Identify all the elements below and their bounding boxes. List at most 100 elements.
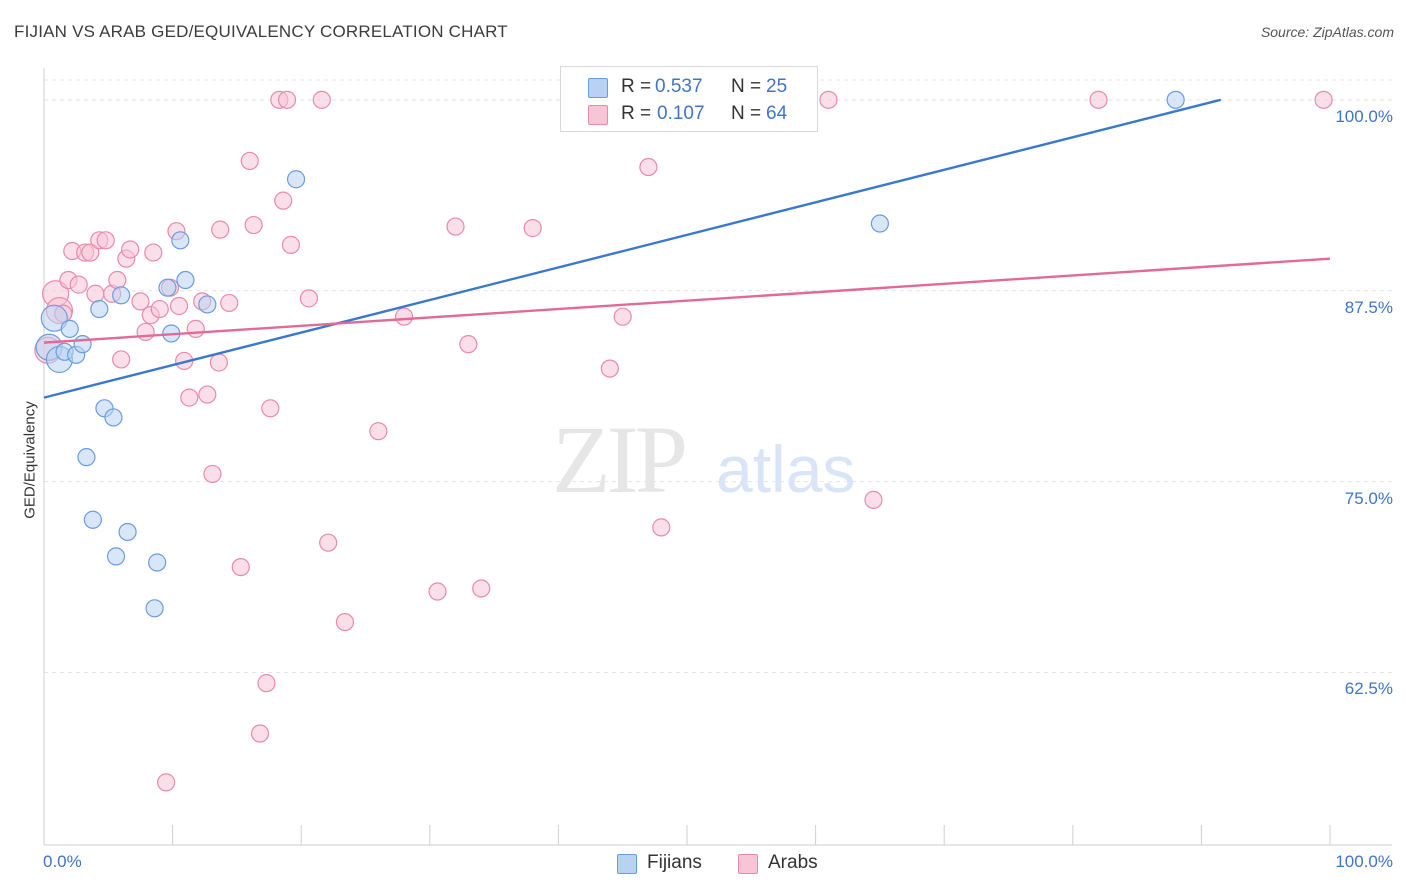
legend-row-fijians: R = 0.537 N = 25 [561,74,817,102]
arabs-point [446,217,465,236]
x-tick-label-start: 0.0% [43,852,82,871]
watermark-atlas: atlas [716,432,855,506]
legend-swatch-fijians [588,78,608,98]
arabs-point [819,90,838,109]
fijians-points [35,90,1185,618]
arabs-point [69,275,88,294]
chart-title: FIJIAN VS ARAB GED/EQUIVALENCY CORRELATI… [14,22,508,41]
y-tick-label: 75.0% [1344,488,1393,508]
fijians-trend-line [43,98,1221,399]
legend-n-value: 64 [766,103,788,124]
arabs-swatch [738,854,758,874]
legend-n-key: N = [731,76,762,97]
arabs-point [86,284,105,303]
arabs-point [169,296,189,316]
legend-row-arabs: R = 0.107 N = 64 [561,101,817,129]
fijians-label: Fijians [647,852,702,873]
arabs-point [96,231,115,250]
arabs-point [244,215,263,235]
arabs-point [523,219,542,238]
arabs-point [121,240,140,259]
arabs-point [1314,90,1333,109]
fijians-point [171,231,190,250]
arabs-point [394,307,414,326]
legend-r-key: R = [621,76,652,97]
watermark-zip: ZIP [552,406,685,513]
fijians-point [286,170,306,189]
arabs-point [157,773,176,792]
watermark: ZIP atlas [552,406,855,513]
arabs-point [1089,90,1108,109]
fijians-point [118,522,137,542]
fijians-point [112,286,131,305]
trend-lines [43,98,1331,399]
arabs-point [600,359,619,378]
legend-r-value: 0.107 [657,103,705,124]
arabs-point [335,612,355,632]
arabs-point [299,289,319,308]
fijians-point [145,599,164,618]
axes [43,68,1392,846]
legend-n-value: 25 [766,76,788,97]
arabs-point [274,191,293,210]
legend-r-value: 0.537 [655,76,703,97]
arabs-point [369,422,388,441]
arabs-point [144,243,163,262]
arabs-point [250,724,270,743]
fijians-point [158,278,177,297]
arabs-point [240,151,259,171]
arabs-point [428,582,447,601]
fijians-point [1166,90,1185,109]
fijians-point [73,335,92,354]
fijians-point [83,510,102,529]
arabs-point [198,385,217,404]
legend-n-key: N = [731,103,762,124]
arabs-point [112,350,131,369]
arabs-point [136,322,155,342]
arabs-point [319,533,338,552]
arabs-point [203,464,222,484]
arabs-point [312,90,331,109]
fijians-point [148,553,167,572]
stats-legend: R = 0.537 N = 25 R = 0.107 N = 64 [560,66,818,132]
legend-r-key: R = [621,103,652,124]
arabs-point [652,518,671,537]
arabs-point [131,292,150,311]
arabs-point [150,299,169,319]
arabs-trend-line [43,257,1331,344]
fijians-swatch [617,854,637,874]
fijians-point [870,214,890,233]
fijians-point [104,408,123,427]
arabs-point [211,220,230,239]
arabs-point [108,270,127,290]
fijians-point [77,448,96,467]
source-credit: Source: ZipAtlas.com [1260,24,1394,40]
arabs-point [613,307,632,326]
arabs-point [261,399,280,418]
arabs-point [220,293,239,313]
arabs-label: Arabs [768,852,818,873]
y-tick-label: 87.5% [1344,297,1393,317]
fijians-point [60,319,79,338]
fijians-point [90,299,109,319]
arabs-point [864,490,883,510]
arabs-point [472,579,491,598]
arabs-point [257,674,276,693]
y-tick-label: 100.0% [1335,106,1393,126]
arabs-point [277,90,297,109]
arabs-point [209,353,228,372]
fijians-point [176,270,195,290]
arabs-point [281,235,301,255]
arabs-point [81,243,100,262]
arabs-point [180,388,199,407]
legend-swatch-arabs [588,105,608,125]
fijians-point [106,547,126,566]
x-tick-label-end: 100.0% [1335,852,1393,871]
y-tick-label: 62.5% [1344,679,1393,699]
fijians-point [198,295,217,314]
series-legend: Fijians Arabs [0,852,1406,878]
fijians-point [40,304,68,332]
arabs-point [639,157,658,177]
arabs-point [186,319,205,338]
